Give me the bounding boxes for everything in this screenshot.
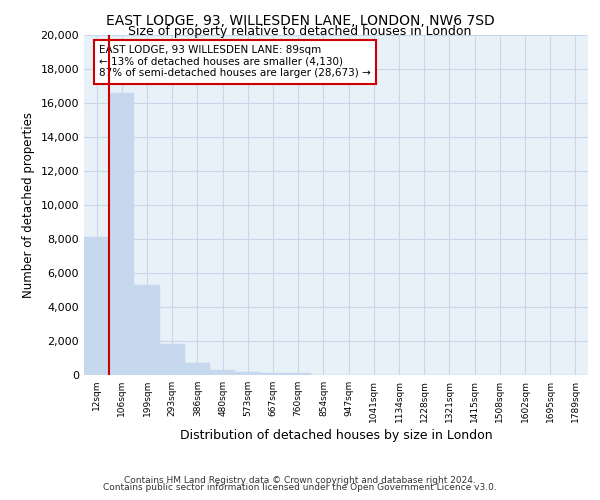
Bar [235, 372, 260, 375]
Text: EAST LODGE, 93, WILLESDEN LANE, LONDON, NW6 7SD: EAST LODGE, 93, WILLESDEN LANE, LONDON, … [106, 14, 494, 28]
Bar [84, 238, 109, 375]
Bar [185, 363, 210, 375]
Text: EAST LODGE, 93 WILLESDEN LANE: 89sqm
← 13% of detached houses are smaller (4,130: EAST LODGE, 93 WILLESDEN LANE: 89sqm ← 1… [99, 45, 371, 78]
Bar [160, 344, 185, 375]
Bar [210, 370, 235, 375]
Text: Size of property relative to detached houses in London: Size of property relative to detached ho… [128, 25, 472, 38]
Bar [134, 285, 160, 375]
Y-axis label: Number of detached properties: Number of detached properties [22, 112, 35, 298]
X-axis label: Distribution of detached houses by size in London: Distribution of detached houses by size … [179, 429, 493, 442]
Text: Contains public sector information licensed under the Open Government Licence v3: Contains public sector information licen… [103, 484, 497, 492]
Bar [286, 374, 311, 375]
Text: Contains HM Land Registry data © Crown copyright and database right 2024.: Contains HM Land Registry data © Crown c… [124, 476, 476, 485]
Bar [260, 373, 286, 375]
Bar [109, 93, 134, 375]
